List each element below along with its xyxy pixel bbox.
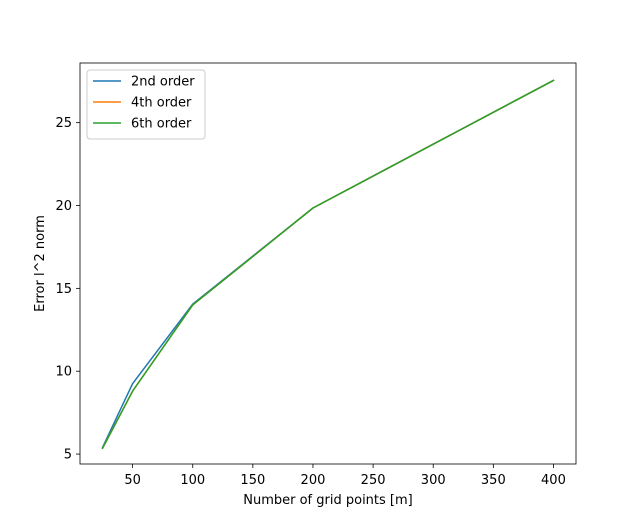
x-tick-label: 150 [240,473,265,488]
legend-entry: 2nd order [131,75,195,90]
y-tick-label: 15 [55,282,72,297]
x-tick-label: 50 [124,473,141,488]
legend-entry: 6th order [131,117,192,132]
y-tick-label: 20 [55,199,72,214]
y-axis-label: Error l^2 norm [33,215,48,312]
legend-box [86,69,206,140]
y-tick-label: 10 [55,365,72,380]
y-tick-label: 5 [64,448,72,463]
x-axis-ticks: 50 100 150 200 250 300 350 400 [124,464,566,488]
series-layer [101,79,555,450]
x-tick-label: 400 [541,473,566,488]
x-tick-label: 250 [361,473,386,488]
x-axis-label: Number of grid points [m] [243,493,412,508]
legend: 2nd order 4th order 6th order [86,69,206,140]
x-tick-label: 100 [180,473,205,488]
plot-frame [79,62,577,465]
y-axis-ticks: 5 10 15 20 25 [55,116,80,463]
x-tick-label: 300 [421,473,446,488]
x-tick-label: 200 [301,473,326,488]
x-tick-label: 350 [481,473,506,488]
y-tick-label: 25 [55,116,72,131]
legend-entry: 4th order [131,96,192,111]
series-line-3 [101,79,555,450]
